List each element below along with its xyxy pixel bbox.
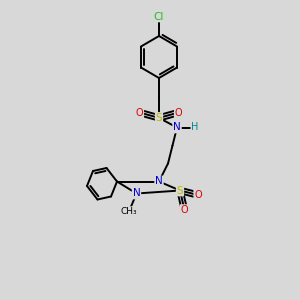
Text: N: N: [155, 176, 163, 187]
Text: H: H: [191, 122, 199, 133]
Text: N: N: [133, 188, 140, 199]
Text: CH₃: CH₃: [121, 207, 137, 216]
Text: N: N: [173, 122, 181, 133]
Text: S: S: [156, 113, 162, 123]
Text: Cl: Cl: [154, 11, 164, 22]
Text: S: S: [177, 185, 183, 196]
Text: O: O: [194, 190, 202, 200]
Text: O: O: [181, 205, 188, 215]
Text: O: O: [136, 107, 143, 118]
Text: O: O: [175, 107, 182, 118]
